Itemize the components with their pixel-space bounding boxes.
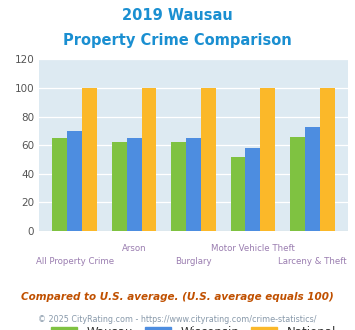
Bar (260, 88, 275, 231)
Bar (142, 88, 156, 231)
Bar (320, 88, 334, 231)
Bar (231, 157, 245, 231)
Bar (245, 148, 260, 231)
Text: Motor Vehicle Theft: Motor Vehicle Theft (211, 244, 295, 253)
Text: © 2025 CityRating.com - https://www.cityrating.com/crime-statistics/: © 2025 CityRating.com - https://www.city… (38, 315, 317, 324)
Bar (305, 127, 320, 231)
Text: 2019 Wausau: 2019 Wausau (122, 8, 233, 23)
Bar (201, 88, 216, 231)
Text: Arson: Arson (122, 244, 146, 253)
Legend: Wausau, Wisconsin, National: Wausau, Wisconsin, National (51, 326, 336, 330)
Text: Burglary: Burglary (175, 257, 212, 266)
Bar (290, 137, 305, 231)
Bar (67, 131, 82, 231)
Bar (171, 142, 186, 231)
Bar (53, 138, 67, 231)
Text: Compared to U.S. average. (U.S. average equals 100): Compared to U.S. average. (U.S. average … (21, 292, 334, 302)
Text: Property Crime Comparison: Property Crime Comparison (63, 33, 292, 48)
Bar (186, 138, 201, 231)
Bar (127, 138, 142, 231)
Bar (112, 142, 127, 231)
Text: All Property Crime: All Property Crime (36, 257, 114, 266)
Bar (82, 88, 97, 231)
Text: Larceny & Theft: Larceny & Theft (278, 257, 346, 266)
